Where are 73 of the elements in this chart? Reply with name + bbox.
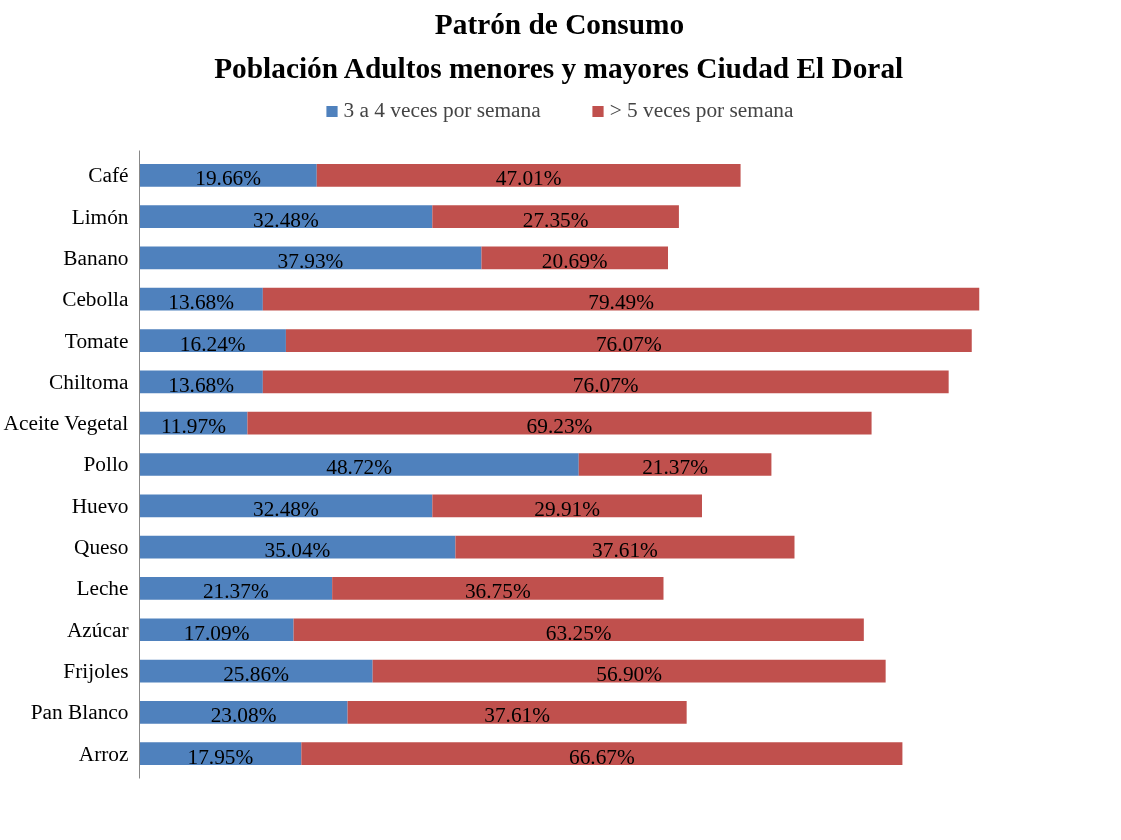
bar [332, 577, 664, 600]
data-label: 17.95% [187, 744, 254, 769]
bar [139, 577, 333, 600]
data-label: 13.68% [168, 372, 235, 397]
y-tick-label: Chiltoma [49, 369, 130, 394]
data-label: 37.61% [484, 703, 551, 728]
y-tick-label: Café [88, 163, 129, 188]
data-label: 79.49% [588, 290, 655, 315]
bar [139, 246, 482, 270]
bar [285, 329, 972, 352]
data-label: 32.48% [253, 496, 320, 521]
data-label: 36.75% [464, 579, 531, 604]
data-label: 56.90% [596, 662, 663, 687]
data-label: 25.86% [223, 662, 290, 687]
bar [139, 205, 433, 228]
chart-title: Patrón de Consumo [434, 7, 685, 40]
y-tick-label: Huevo [71, 493, 129, 518]
bar [247, 411, 872, 435]
data-label: 37.61% [592, 538, 659, 563]
y-tick-label: Banano [63, 245, 129, 270]
y-tick-label: Queso [74, 535, 129, 560]
data-label: 76.07% [595, 331, 662, 356]
bar [139, 742, 302, 766]
y-tick-label: Arroz [78, 741, 129, 766]
bar [301, 742, 903, 766]
bar [347, 701, 687, 724]
data-label: 37.93% [277, 248, 344, 273]
bar [139, 163, 317, 187]
bar [139, 453, 579, 476]
bar [262, 287, 980, 311]
y-tick-label: Pan Blanco [30, 700, 129, 725]
bar [262, 370, 949, 394]
data-label: 20.69% [541, 248, 608, 273]
data-label: 48.72% [326, 455, 393, 480]
y-tick-label: Azúcar [66, 617, 129, 642]
y-tick-label: Frijoles [63, 659, 129, 684]
bar [316, 163, 741, 187]
bar [293, 618, 864, 642]
bar [432, 494, 702, 518]
chart-subtitle: Población Adultos menores y mayores Ciudad El Doral [214, 51, 904, 84]
y-tick-label: Leche [76, 576, 129, 601]
y-tick-label: Tomate [64, 328, 129, 353]
bar [139, 535, 456, 559]
data-label: 23.08% [210, 703, 277, 728]
data-label: 19.66% [195, 166, 262, 191]
data-label: 13.68% [168, 290, 235, 315]
data-label: 47.01% [495, 166, 562, 191]
y-tick-label: Pollo [83, 452, 129, 477]
legend-label: 3 a 4 veces por semana [343, 98, 541, 123]
bar [139, 494, 433, 518]
data-label: 66.67% [569, 744, 635, 769]
bar [139, 618, 294, 642]
legend-label: > 5 veces por semana [609, 98, 794, 123]
data-label: 29.91% [534, 496, 601, 521]
bar [578, 453, 772, 476]
data-label: 11.97% [160, 414, 227, 439]
bar [372, 659, 886, 683]
bar [455, 535, 795, 559]
data-label: 35.04% [264, 538, 331, 563]
y-tick-label: Cebolla [62, 287, 130, 312]
data-label: 17.09% [183, 620, 250, 645]
data-label: 63.25% [545, 620, 612, 645]
data-label: 21.37% [202, 579, 269, 604]
data-label: 21.37% [642, 455, 709, 480]
bar [432, 205, 679, 228]
data-label: 32.48% [253, 207, 320, 232]
y-tick-label: Aceite Vegetal [3, 411, 129, 436]
data-label: 69.23% [526, 414, 593, 439]
data-label: 16.24% [179, 331, 246, 356]
data-label: 27.35% [522, 207, 589, 232]
y-tick-label: Limón [71, 204, 129, 229]
data-label: 76.07% [572, 372, 639, 397]
bar [139, 701, 348, 724]
